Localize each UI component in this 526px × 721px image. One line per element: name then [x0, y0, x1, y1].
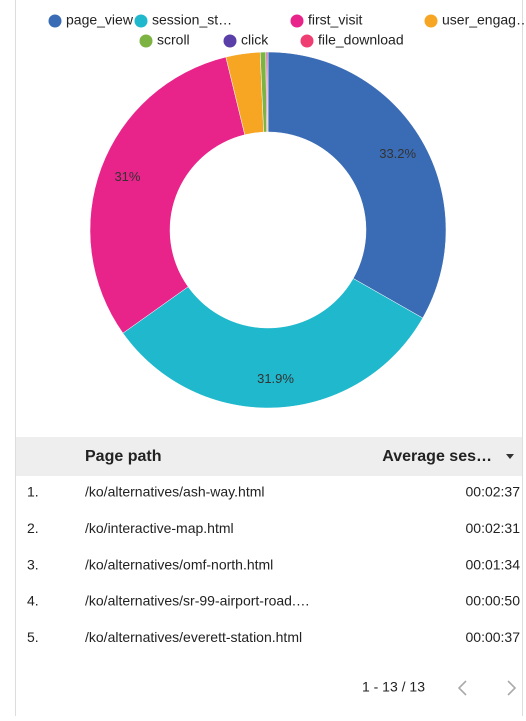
donut-slice	[267, 51, 447, 319]
data-label: 31%	[114, 169, 140, 184]
avg-session: 00:00:37	[466, 629, 521, 645]
page-path: /ko/alternatives/sr-99-airport-road.…	[85, 593, 310, 609]
legend-swatch	[134, 14, 148, 28]
data-label: 33.2%	[379, 146, 416, 161]
avg-session: 00:00:50	[466, 593, 521, 609]
column-header[interactable]: Average ses…	[382, 448, 492, 465]
avg-session: 00:02:37	[466, 484, 521, 500]
row-index: 1.	[27, 484, 39, 500]
donut-slice	[266, 51, 269, 133]
legend-swatch	[300, 34, 314, 48]
legend-swatch	[290, 14, 304, 28]
page-path: /ko/alternatives/everett-station.html	[85, 629, 302, 645]
legend-swatch	[48, 14, 62, 28]
table-body: 1. /ko/alternatives/ash-way.html 00:02:37 2…	[27, 484, 520, 645]
row-index: 2.	[27, 520, 39, 536]
legend-label: page_view	[66, 12, 134, 28]
page-path: /ko/alternatives/ash-way.html	[85, 484, 264, 500]
legend-swatch	[223, 34, 237, 48]
legend-swatch	[139, 34, 153, 48]
table-header	[16, 437, 522, 476]
avg-session: 00:01:34	[466, 556, 521, 572]
legend-swatch	[424, 14, 438, 28]
row-index: 4.	[27, 593, 39, 609]
column-header[interactable]: Page path	[85, 448, 161, 465]
legend-label: click	[241, 32, 269, 48]
prev-page[interactable]	[457, 680, 467, 696]
row-index: 3.	[27, 556, 39, 572]
data-label: 31.9%	[257, 371, 294, 386]
next-page[interactable]	[507, 680, 517, 696]
pagination: 1 - 13 / 13	[362, 679, 425, 695]
legend-label: first_visit	[308, 12, 363, 28]
legend-label: scroll	[157, 32, 190, 48]
legend-label: user_engag…	[442, 12, 526, 28]
legend-label: session_st…	[152, 12, 232, 28]
page-path: /ko/alternatives/omf-north.html	[85, 556, 273, 572]
legend-label: file_download	[318, 32, 404, 48]
avg-session: 00:02:31	[466, 520, 521, 536]
donut-slice	[89, 56, 246, 334]
donut-slice	[122, 278, 424, 409]
sort-icon[interactable]	[506, 454, 514, 459]
page-path: /ko/interactive-map.html	[85, 520, 234, 536]
row-index: 5.	[27, 629, 39, 645]
